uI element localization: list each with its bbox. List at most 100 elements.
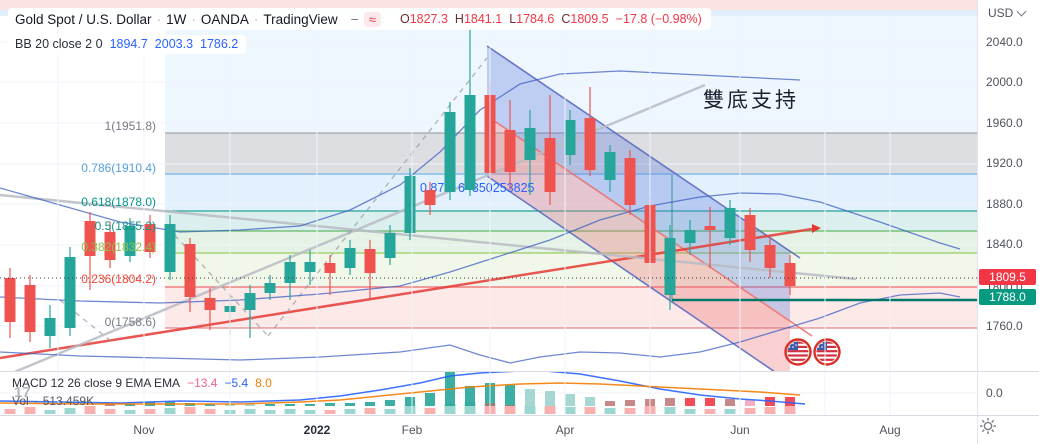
volume-bar: [204, 409, 216, 414]
volume-bar: [664, 407, 676, 414]
candle[interactable]: [304, 250, 316, 285]
channel-red-fill[interactable]: [487, 116, 790, 372]
fib-level-label[interactable]: 0.786(1910.4): [81, 161, 156, 175]
channel-blue-fill[interactable]: [487, 46, 790, 320]
candle[interactable]: [204, 288, 216, 330]
time-axis-label[interactable]: Jun: [730, 423, 750, 437]
candle[interactable]: [364, 240, 376, 300]
macd-line[interactable]: [0, 371, 806, 405]
indicator-pane: [0, 371, 977, 414]
price-badge: 1809.5: [979, 269, 1036, 285]
fib-level-label[interactable]: 0.382(1832.4): [81, 240, 156, 254]
candle[interactable]: [264, 275, 276, 300]
volume-bar: [404, 405, 416, 414]
candle[interactable]: [84, 212, 96, 290]
separator-dot: ·: [253, 11, 259, 27]
macd-histogram-bar: [665, 398, 675, 406]
interval-label[interactable]: 1W: [166, 11, 187, 27]
candle[interactable]: [744, 208, 756, 262]
us-flag-icon[interactable]: [813, 338, 841, 366]
symbol-title[interactable]: Gold Spot / U.S. Dollar: [15, 11, 152, 27]
candle[interactable]: [444, 102, 456, 200]
candle[interactable]: [244, 285, 256, 338]
candle[interactable]: [144, 215, 156, 258]
volume-bar: [564, 407, 576, 414]
channel-bot-line[interactable]: [486, 175, 775, 372]
macd-histogram-bar: [505, 385, 515, 406]
candle[interactable]: [324, 255, 336, 295]
macd-histogram-bar: [605, 401, 615, 406]
time-axis-label[interactable]: Nov: [133, 423, 155, 437]
macd-signal-line[interactable]: [0, 382, 801, 405]
fib-level-label[interactable]: 0.236(1804.2): [81, 272, 156, 286]
price-axis-currency[interactable]: USD: [988, 6, 1027, 20]
time-axis-label[interactable]: 2022: [303, 423, 331, 437]
fib-extra-label-right: 64350253825: [458, 181, 535, 195]
bollinger-lower-band[interactable]: [0, 292, 961, 364]
candle[interactable]: [24, 275, 36, 342]
volume-bar: [604, 408, 616, 414]
separator-dot: ·: [191, 11, 196, 27]
trendline-0[interactable]: [0, 227, 813, 360]
volume-value: 513.459K: [42, 394, 95, 408]
candle[interactable]: [504, 100, 516, 190]
double-bottom-support-annotation[interactable]: 雙底支持: [703, 89, 799, 112]
price-axis-label: 0.0: [986, 386, 1003, 400]
candle[interactable]: [104, 222, 116, 268]
price-badge: 1788.0: [979, 289, 1036, 305]
us-flag-icon[interactable]: [784, 338, 812, 366]
candle[interactable]: [624, 150, 636, 215]
brand-label[interactable]: TradingView: [263, 11, 338, 27]
candle[interactable]: [684, 220, 696, 255]
bb-study-legend[interactable]: BB 20 close 2 0 1894.7 2003.3 1786.2: [8, 35, 247, 54]
candle[interactable]: [604, 145, 616, 192]
candle[interactable]: [764, 238, 776, 278]
bollinger-basis-line[interactable]: [0, 192, 961, 304]
candle[interactable]: [564, 110, 576, 165]
candle[interactable]: [4, 268, 16, 338]
candle[interactable]: [64, 247, 76, 336]
candle[interactable]: [524, 110, 536, 195]
approx-compare-icon[interactable]: ≈: [363, 11, 381, 27]
pane-separator[interactable]: [0, 371, 1039, 372]
trendline-1[interactable]: [0, 193, 857, 281]
candle[interactable]: [124, 218, 136, 262]
candle[interactable]: [664, 225, 676, 310]
bb-lower-value: 1786.2: [200, 37, 239, 51]
exchange-label[interactable]: OANDA: [200, 11, 249, 27]
candle[interactable]: [464, 14, 476, 196]
macd-histogram-bar: [745, 400, 755, 406]
fib-level-label[interactable]: 0(1758.6): [104, 315, 156, 329]
volume-study-legend[interactable]: Vol · 513.459K: [12, 394, 94, 408]
candle[interactable]: [544, 95, 556, 205]
candle[interactable]: [384, 225, 396, 265]
candle[interactable]: [584, 87, 596, 176]
candle[interactable]: [424, 182, 436, 215]
fib-level-label[interactable]: 0.5(1855.2): [94, 219, 156, 233]
candle[interactable]: [44, 305, 56, 348]
macd-histogram-bar: [345, 403, 355, 406]
candle[interactable]: [284, 255, 296, 300]
macd-study-legend[interactable]: MACD 12 26 close 9 EMA EMA −13.4 −5.4 8.…: [12, 376, 272, 390]
candle[interactable]: [184, 238, 196, 312]
time-axis-label[interactable]: Apr: [555, 423, 575, 437]
candle[interactable]: [344, 240, 356, 275]
time-axis-label[interactable]: Aug: [879, 423, 901, 437]
time-axis-label[interactable]: Feb: [401, 423, 423, 437]
candle[interactable]: [164, 215, 176, 280]
volume-bar: [324, 410, 336, 414]
minimize-icon[interactable]: −: [350, 11, 359, 27]
open-label: O: [399, 12, 410, 26]
macd-histogram-bar: [305, 404, 315, 406]
candle[interactable]: [724, 200, 736, 245]
candle[interactable]: [784, 255, 796, 295]
macd-study-label: MACD 12 26 close 9 EMA EMA: [12, 376, 181, 390]
fib-level-label[interactable]: 1(1951.8): [104, 119, 156, 133]
candle[interactable]: [404, 168, 416, 240]
fib-level-label[interactable]: 0.618(1878.0): [81, 195, 156, 209]
pane-settings-button[interactable]: [978, 416, 1039, 444]
volume-bar: [444, 404, 456, 414]
candle[interactable]: [704, 207, 716, 268]
